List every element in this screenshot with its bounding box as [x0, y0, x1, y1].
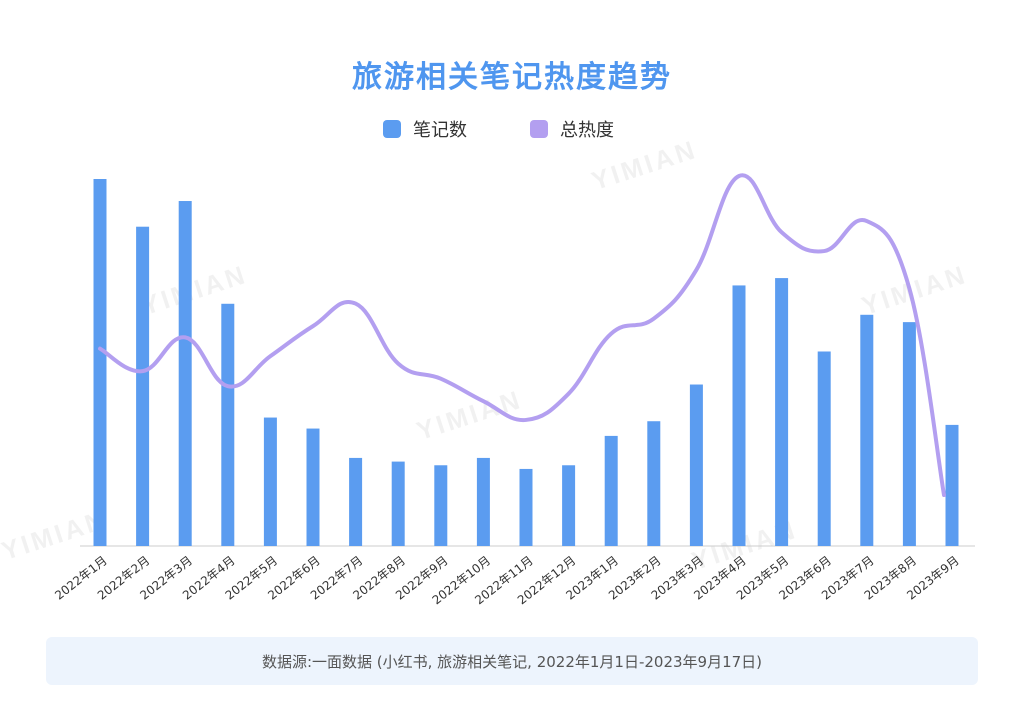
- bar-14[interactable]: [647, 421, 661, 546]
- data-source-box: 数据源:一面数据 (小红书, 旅游相关笔记, 2022年1月1日-2023年9月…: [46, 637, 978, 685]
- bar-3[interactable]: [178, 201, 192, 546]
- data-source-text: 数据源:一面数据 (小红书, 旅游相关笔记, 2022年1月1日-2023年9月…: [261, 652, 763, 671]
- bar-16[interactable]: [732, 285, 746, 546]
- bar-17[interactable]: [775, 278, 789, 546]
- bar-8[interactable]: [391, 461, 405, 546]
- bar-11[interactable]: [519, 468, 533, 546]
- bar-7[interactable]: [349, 457, 363, 546]
- bar-18[interactable]: [817, 351, 831, 546]
- legend-label-heat: 总热度: [560, 120, 614, 141]
- chart-title: 旅游相关笔记热度趋势: [352, 60, 672, 95]
- bar-19[interactable]: [860, 314, 874, 546]
- bar-5[interactable]: [263, 417, 277, 546]
- bar-9[interactable]: [434, 465, 448, 546]
- bar-10[interactable]: [476, 457, 490, 546]
- chart-plot: 2022年1月2022年2月2022年3月2022年4月2022年5月2022年…: [52, 173, 975, 607]
- bar-12[interactable]: [562, 465, 576, 546]
- bar-15[interactable]: [689, 384, 703, 546]
- bar-21[interactable]: [945, 424, 959, 546]
- bar-13[interactable]: [604, 435, 618, 546]
- bar-20[interactable]: [902, 322, 916, 546]
- bar-6[interactable]: [306, 428, 320, 546]
- bar-2[interactable]: [136, 226, 150, 546]
- legend-swatch-heat: [530, 120, 548, 138]
- bar-4[interactable]: [221, 303, 235, 546]
- legend-item-heat[interactable]: 总热度: [530, 116, 614, 142]
- line-series-heat[interactable]: [98, 173, 946, 497]
- legend-item-notes[interactable]: 笔记数: [383, 116, 467, 142]
- bar-1[interactable]: [93, 179, 107, 546]
- legend-label-notes: 笔记数: [413, 120, 467, 141]
- legend-swatch-notes: [383, 120, 401, 138]
